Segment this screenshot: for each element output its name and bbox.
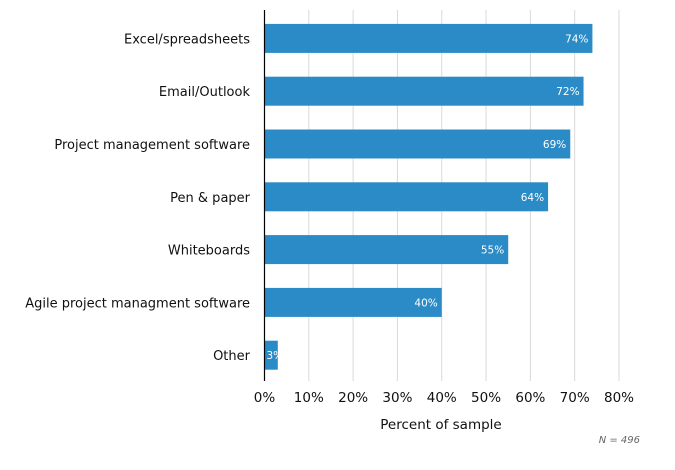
data-label: 72% [556, 86, 579, 98]
bar [264, 340, 278, 370]
x-axis-label: Percent of sample [380, 417, 501, 433]
x-tick-label: 70% [560, 390, 590, 406]
data-label: 55% [481, 245, 504, 257]
data-label: 64% [521, 192, 544, 204]
x-tick-label: 30% [382, 390, 412, 406]
category-label: Excel/spreadsheets [124, 32, 250, 47]
x-tick-label: 0% [254, 390, 276, 406]
bar [264, 76, 584, 106]
x-tick-label: 80% [604, 390, 634, 406]
category-label: Pen & paper [170, 191, 250, 206]
category-label: Project management software [54, 138, 250, 153]
bar [264, 23, 593, 53]
bar [264, 235, 509, 265]
x-tick-label: 60% [515, 390, 545, 406]
data-label: 3% [267, 350, 284, 362]
bar [264, 182, 549, 212]
category-label: Email/Outlook [159, 85, 251, 100]
data-label: 40% [414, 297, 437, 309]
x-tick-label: 40% [427, 390, 457, 406]
x-tick-label: 20% [338, 390, 368, 406]
sample-size-note: N = 496 [599, 435, 640, 446]
bar [264, 287, 442, 317]
x-tick-label: 10% [294, 390, 324, 406]
bar [264, 129, 571, 159]
category-label: Whiteboards [168, 244, 250, 259]
category-label: Agile project managment software [25, 296, 250, 311]
data-label: 74% [565, 33, 588, 45]
x-tick-label: 50% [471, 390, 501, 406]
category-label: Other [213, 349, 251, 364]
data-label: 69% [543, 139, 566, 151]
